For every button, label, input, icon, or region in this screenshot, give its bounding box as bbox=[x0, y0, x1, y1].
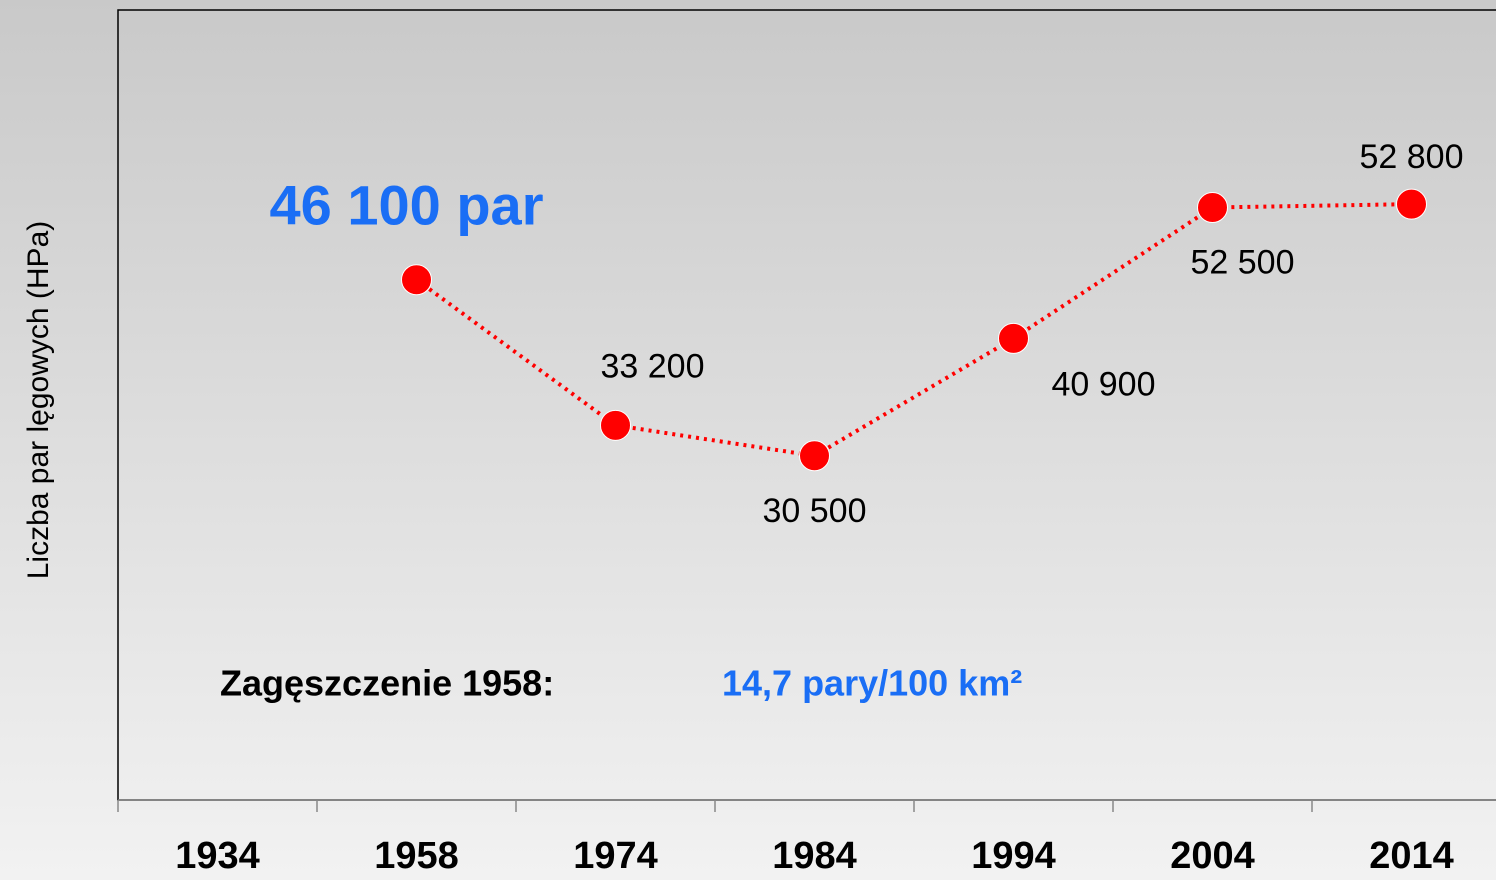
data-label: 46 100 par bbox=[270, 174, 544, 237]
x-tick-label: 2014 bbox=[1369, 835, 1454, 877]
annotation: 14,7 pary/100 km² bbox=[722, 663, 1022, 704]
data-point bbox=[998, 322, 1029, 354]
y-axis-label: Liczba par lęgowych (HPa) bbox=[22, 221, 55, 580]
x-tick-label: 1958 bbox=[374, 835, 459, 877]
x-tick-label: 1984 bbox=[772, 835, 857, 877]
data-point bbox=[1396, 188, 1427, 220]
data-point bbox=[1197, 192, 1228, 223]
data-point bbox=[799, 440, 830, 472]
annotation: Zagęszczenie 1958: bbox=[220, 663, 554, 704]
x-tick-label: 1974 bbox=[573, 835, 658, 877]
data-point bbox=[401, 264, 432, 296]
x-tick-label: 1994 bbox=[971, 835, 1056, 877]
data-label: 52 500 bbox=[1191, 243, 1295, 281]
data-line bbox=[415, 202, 1412, 458]
x-tick-label: 2004 bbox=[1170, 835, 1255, 877]
data-label: 33 200 bbox=[601, 347, 705, 385]
x-tick-label: 1934 bbox=[175, 835, 260, 877]
data-label: 30 500 bbox=[763, 492, 867, 530]
data-point bbox=[600, 409, 631, 441]
data-label: 52 800 bbox=[1360, 138, 1464, 176]
data-label: 40 900 bbox=[1052, 365, 1156, 403]
